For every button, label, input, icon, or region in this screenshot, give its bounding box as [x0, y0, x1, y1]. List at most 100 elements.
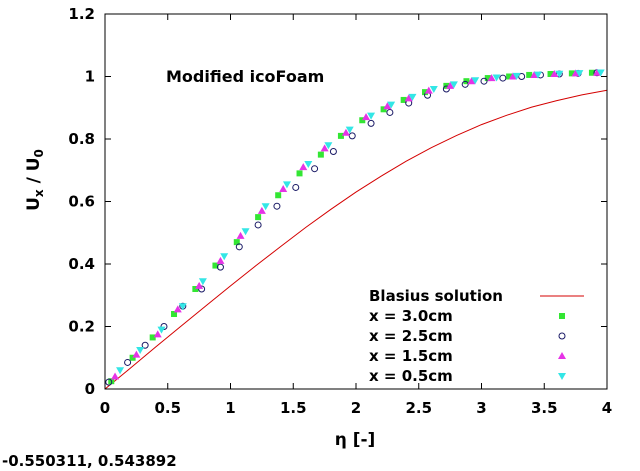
y-tick-label: 0.6: [68, 193, 95, 211]
data-point: [487, 74, 496, 82]
data-point: [337, 132, 344, 139]
data-point: [255, 214, 262, 221]
legend-label: x = 3.0cm: [369, 307, 453, 325]
data-point: [408, 93, 417, 101]
data-point: [116, 367, 125, 375]
legend-label: x = 2.5cm: [369, 327, 453, 345]
data-point: [111, 372, 120, 380]
data-point: [235, 243, 243, 251]
data-point: [446, 81, 455, 89]
data-point: [212, 262, 219, 269]
data-point: [449, 81, 458, 89]
data-point: [526, 71, 533, 78]
data-point: [320, 144, 329, 152]
data-point: [588, 69, 595, 76]
data-point: [299, 163, 308, 171]
y-tick-label: 1.2: [68, 5, 95, 23]
data-point: [141, 341, 149, 349]
data-point: [480, 77, 488, 85]
data-point: [345, 126, 354, 134]
data-point: [383, 102, 392, 110]
data-point: [157, 326, 166, 334]
data-point: [279, 185, 288, 192]
data-point: [254, 221, 262, 229]
series-group: [104, 68, 608, 390]
data-point: [329, 148, 337, 155]
legend-label: x = 0.5cm: [369, 367, 453, 385]
data-point: [492, 74, 501, 82]
data-point: [275, 192, 282, 199]
data-point: [173, 305, 182, 313]
data-point: [484, 75, 491, 82]
data-point: [241, 228, 250, 236]
x-tick-label: 1: [225, 399, 235, 417]
data-point: [124, 358, 132, 366]
data-point: [149, 334, 156, 341]
data-point: [105, 378, 113, 386]
y-axis-label: Ux / U0: [24, 149, 46, 211]
blasius-curve: [104, 89, 608, 390]
data-point: [386, 108, 394, 116]
chart-annotation: Modified icoFoam: [166, 67, 324, 86]
data-point: [311, 165, 319, 173]
data-point: [467, 77, 476, 85]
y-tick-label: 1: [85, 68, 95, 86]
data-point: [508, 72, 517, 80]
y-tick-label: 0.4: [68, 255, 95, 273]
data-point: [317, 151, 324, 158]
axes-group: 0 0.5 1 1.5 2 2.5 3 3.5 4 0 0.2 0.4 0.6 0.8 1 1.2: [68, 5, 612, 417]
legend-marker: [558, 352, 566, 359]
data-point: [324, 142, 333, 150]
data-point: [132, 350, 141, 358]
y-tick-label: 0: [85, 380, 95, 398]
data-point: [257, 206, 266, 214]
data-point: [236, 231, 245, 239]
data-point: [568, 70, 575, 77]
data-point: [261, 203, 270, 211]
coordinate-readout: -0.550311, 0.543892: [2, 452, 177, 470]
legend-marker: [558, 373, 566, 380]
x-tick-label: 1.5: [280, 399, 307, 417]
data-point: [192, 286, 199, 292]
x-tick-label: 3.5: [531, 399, 558, 417]
data-point: [198, 278, 207, 286]
legend-marker: [559, 313, 565, 319]
data-point: [171, 311, 178, 317]
data-point: [348, 132, 356, 140]
data-point: [596, 69, 605, 77]
x-axis-label: η [-]: [335, 430, 376, 450]
data-point: [296, 170, 303, 177]
x-tick-label: 2.5: [405, 399, 432, 417]
data-point: [273, 202, 281, 210]
data-point: [442, 85, 450, 93]
data-point: [506, 73, 513, 80]
data-point: [195, 281, 204, 289]
x-tick-label: 2: [351, 399, 361, 417]
legend-marker: [558, 332, 566, 340]
data-point: [129, 354, 136, 361]
data-point: [341, 128, 350, 136]
legend-label: Blasius solution: [369, 287, 503, 305]
legend: Blasius solution x = 3.0cm x = 2.5cm x = 1.…: [369, 287, 584, 385]
data-point: [136, 346, 145, 354]
data-point: [198, 285, 206, 293]
data-point: [404, 94, 413, 102]
data-point: [592, 68, 601, 76]
data-point: [547, 71, 554, 77]
x-tick-label: 0.5: [154, 399, 181, 417]
data-point: [387, 101, 396, 109]
x-tick-label: 3: [476, 399, 486, 417]
data-point: [533, 71, 542, 79]
data-point: [160, 323, 168, 330]
data-point: [400, 96, 407, 103]
x-tick-label: 0: [100, 399, 110, 417]
data-point: [220, 253, 229, 261]
data-point: [380, 106, 387, 113]
data-point: [292, 183, 300, 191]
y-tick-label: 0.8: [68, 130, 95, 148]
data-point: [282, 181, 291, 189]
data-point: [499, 74, 507, 82]
data-point: [233, 239, 240, 246]
data-point: [575, 70, 584, 78]
data-point: [304, 161, 313, 168]
